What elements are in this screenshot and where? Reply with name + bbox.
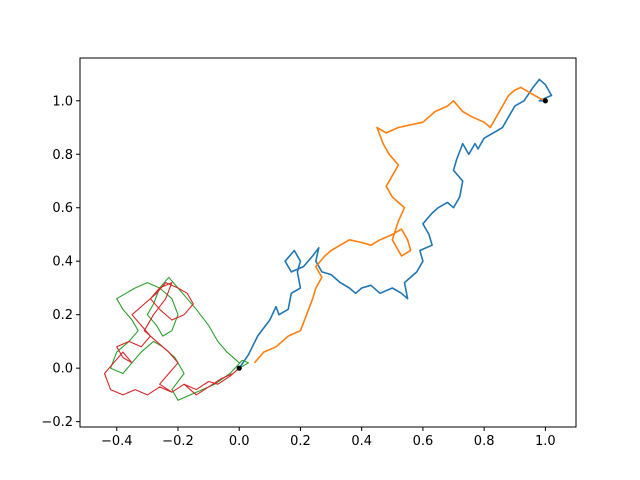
y-tick-label: 0.4: [52, 255, 73, 270]
x-tick-label: 0.0: [229, 434, 250, 449]
y-tick-label: −0.2: [41, 415, 73, 430]
y-tick-label: 1.0: [52, 94, 73, 109]
y-tick-label: 0.0: [52, 362, 73, 377]
x-axis: −0.4 −0.2 0.0 0.2 0.4 0.6 0.8 1.0: [101, 427, 556, 449]
y-tick-label: 0.2: [52, 308, 73, 323]
x-tick-label: −0.4: [101, 434, 133, 449]
x-tick-label: 0.2: [290, 434, 311, 449]
endpoint-marker-1: [236, 365, 242, 371]
series-line-4: [103, 282, 240, 396]
y-tick-label: 0.8: [52, 148, 73, 163]
x-tick-label: 1.0: [535, 434, 556, 449]
y-axis: −0.2 0.0 0.2 0.4 0.6 0.8 1.0: [41, 94, 80, 430]
x-tick-label: 0.8: [474, 434, 495, 449]
endpoint-marker-2: [542, 98, 548, 104]
series-line-3: [110, 276, 249, 401]
series-line-1: [238, 78, 553, 369]
x-tick-label: −0.2: [162, 434, 194, 449]
axes-frame: [79, 57, 577, 428]
x-tick-label: 0.4: [351, 434, 372, 449]
x-tick-label: 0.6: [413, 434, 434, 449]
series-line-2: [253, 86, 546, 364]
y-tick-label: 0.6: [52, 201, 73, 216]
series-layer: [103, 78, 553, 401]
marker-layer: [236, 98, 548, 371]
plot-area: [79, 57, 577, 428]
